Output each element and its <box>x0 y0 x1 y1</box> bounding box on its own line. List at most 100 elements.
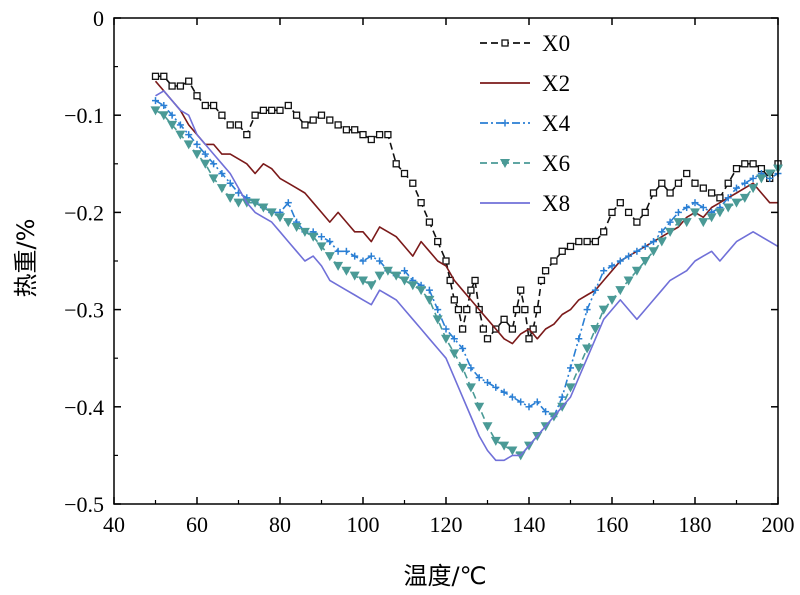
data-point <box>341 266 352 276</box>
data-point <box>209 101 218 110</box>
data-point <box>714 208 725 218</box>
data-point <box>392 160 400 168</box>
legend-item-x4: X4 <box>480 111 571 136</box>
data-point <box>176 121 184 129</box>
data-point <box>210 160 218 168</box>
data-point <box>425 218 434 226</box>
data-point <box>590 325 601 335</box>
data-point <box>482 422 493 432</box>
data-point <box>479 325 488 333</box>
data-point <box>529 325 537 333</box>
data-point <box>458 325 467 333</box>
data-point <box>591 286 599 294</box>
x-tick-label: 120 <box>430 512 463 537</box>
data-point <box>641 208 649 217</box>
data-point <box>349 271 360 281</box>
data-point <box>334 121 342 129</box>
data-point <box>185 77 193 85</box>
data-point <box>446 276 454 285</box>
x-axis-title: 温度/℃ <box>403 562 486 590</box>
data-point <box>175 130 186 140</box>
data-point <box>192 150 202 160</box>
data-point <box>417 199 425 207</box>
series-line-x2 <box>154 80 778 345</box>
data-point <box>582 344 593 354</box>
legend-item-x2: X2 <box>480 71 570 96</box>
data-point <box>449 349 460 359</box>
y-tick-label: 0 <box>93 6 104 31</box>
data-point <box>731 198 742 208</box>
data-point <box>301 121 309 129</box>
data-point <box>233 198 244 208</box>
data-point <box>226 179 234 187</box>
data-point <box>324 252 335 262</box>
legend-label: X0 <box>542 31 570 56</box>
data-point <box>640 257 651 266</box>
data-point <box>351 252 359 260</box>
data-point <box>463 305 471 314</box>
data-point <box>168 82 176 90</box>
data-point <box>259 106 268 114</box>
data-point <box>467 286 475 294</box>
data-point <box>608 262 616 270</box>
data-point <box>358 276 368 286</box>
data-point <box>425 286 433 294</box>
data-point <box>309 116 317 124</box>
data-point <box>699 184 707 192</box>
data-point <box>176 82 185 90</box>
data-point <box>399 276 410 286</box>
data-point <box>258 203 269 213</box>
data-point <box>342 126 351 134</box>
data-point <box>658 179 666 187</box>
data-point <box>160 72 168 80</box>
data-point <box>764 169 775 179</box>
data-point <box>160 101 168 109</box>
data-point <box>565 383 576 393</box>
legend-label: X2 <box>542 71 570 96</box>
data-point <box>741 160 749 168</box>
data-point <box>608 208 616 217</box>
data-point <box>756 174 767 184</box>
data-point <box>225 193 236 203</box>
series-layer <box>150 72 783 462</box>
data-point <box>467 364 475 372</box>
data-point <box>558 393 566 401</box>
data-point <box>333 261 344 271</box>
data-point <box>665 227 676 237</box>
data-point <box>450 335 458 343</box>
data-point <box>409 179 417 187</box>
data-point <box>641 242 649 250</box>
series-line-x6 <box>155 109 779 457</box>
data-point <box>575 237 583 246</box>
data-point <box>591 237 600 246</box>
series-x8 <box>155 90 779 462</box>
data-point <box>492 383 500 391</box>
data-point <box>216 184 227 194</box>
y-tick-label: −0.1 <box>64 103 104 128</box>
x-tick-label: 160 <box>596 512 629 537</box>
data-point <box>521 305 529 314</box>
x-tick-label: 80 <box>269 512 291 537</box>
data-point <box>424 295 435 305</box>
data-point <box>490 436 501 446</box>
data-point <box>739 193 750 203</box>
data-point <box>706 213 717 223</box>
data-point <box>201 150 209 158</box>
data-point <box>268 106 276 114</box>
data-point <box>432 315 443 325</box>
x-tick-label: 60 <box>186 512 208 537</box>
data-point <box>200 159 211 169</box>
data-point <box>168 111 176 119</box>
data-point <box>391 271 402 281</box>
x-tick-label: 180 <box>679 512 712 537</box>
data-point <box>150 106 161 116</box>
data-point <box>384 130 392 139</box>
data-point <box>218 111 226 119</box>
x-tick-label: 140 <box>513 512 546 537</box>
series-x4 <box>152 97 782 421</box>
data-point <box>359 130 367 139</box>
data-point <box>475 374 483 382</box>
data-point <box>623 276 634 286</box>
series-line-x8 <box>155 90 779 462</box>
legend-marker <box>501 119 509 127</box>
